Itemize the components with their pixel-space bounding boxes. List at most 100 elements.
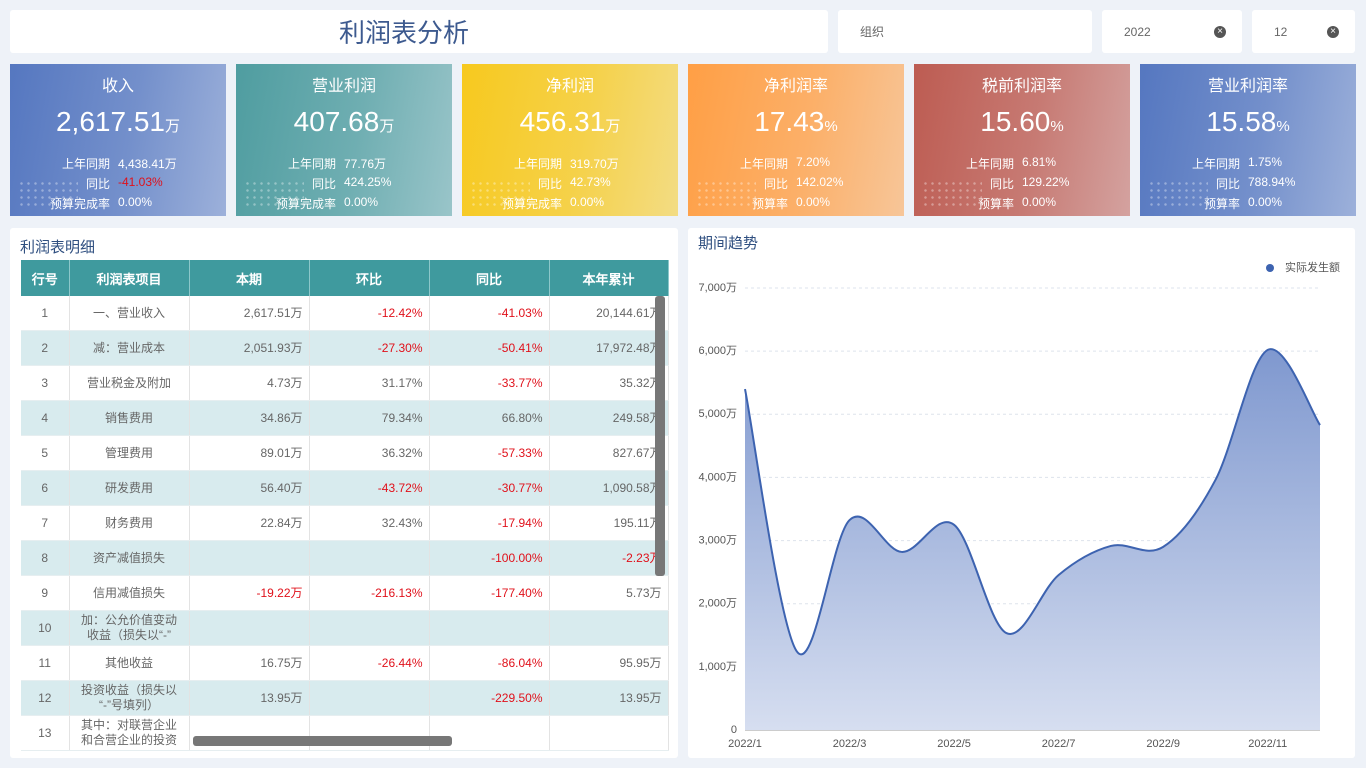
table-row: 4 销售费用 34.86万 79.34% 66.80% 249.58万 [21, 400, 669, 436]
kpi-value: 407.68万 [236, 106, 452, 138]
kpi-label: 上年同期 [739, 157, 788, 171]
table-cell: 投资收益（损失以“-”号填列） [69, 680, 190, 716]
table-cell: 56.40万 [189, 470, 310, 506]
kpi-row: 上年同期 4,438.41万 [10, 155, 226, 175]
kpi-title: 营业利润 [311, 78, 376, 95]
kpi-row-value: 0.00% [796, 195, 831, 209]
table-cell: -177.40% [429, 575, 550, 611]
kpi-row-value: 0.00% [118, 195, 153, 209]
kpi-row: 上年同期 6.81% [914, 155, 1130, 175]
kpi-value: 2,617.51万 [10, 106, 226, 138]
decoration [922, 180, 982, 210]
legend-label: 实际发生额 [1285, 260, 1340, 274]
kpi-row: 上年同期 319.70万 [462, 155, 678, 175]
kpi-value: 15.58% [1140, 106, 1356, 138]
table-row: 2 减：营业成本 2,051.93万 -27.30% -50.41% 17,972.48万 [21, 330, 669, 366]
kpi-row-value: 0.00% [1248, 195, 1283, 209]
kpi-row-value: 129.22% [1022, 175, 1070, 189]
table-cell: 4 [21, 400, 70, 436]
table-cell: 7 [21, 505, 70, 541]
table-cell: 减：营业成本 [69, 330, 190, 366]
table-cell [189, 610, 310, 646]
kpi-row: 同比 42.73% [462, 175, 678, 195]
kpi-number: 407.68 [293, 106, 380, 137]
kpi-value: 15.60% [914, 106, 1130, 138]
kpi-row-value: 424.25% [344, 175, 392, 189]
kpi-row: 预算完成率 0.00% [462, 195, 678, 215]
table-cell: -41.03% [429, 296, 550, 331]
kpi-number: 17.43 [754, 106, 825, 137]
x-tick-label: 2022/11 [1248, 738, 1287, 750]
column-header: 本期 [189, 260, 310, 296]
kpi-number: 456.31 [519, 106, 606, 137]
y-tick-label: 1,000万 [698, 661, 737, 673]
kpi-unit: 万 [605, 118, 621, 135]
area-fill [745, 349, 1320, 730]
kpi-row-value: 142.02% [796, 175, 844, 189]
kpi-row-value: 319.70万 [570, 157, 619, 171]
table-cell: -30.77% [429, 470, 550, 506]
year-filter[interactable]: 2022 × [1102, 10, 1242, 53]
table-cell: 36.32% [309, 435, 430, 471]
clear-button[interactable]: × [1327, 26, 1339, 38]
table-cell: 9 [21, 575, 70, 611]
y-tick-label: 6,000万 [698, 345, 737, 357]
table-cell: 20,144.61万 [549, 296, 669, 331]
kpi-row-value: 788.94% [1248, 175, 1296, 189]
kpi-label: 同比 [763, 177, 788, 191]
table-cell: 财务费用 [69, 505, 190, 541]
kpi-row: 预算率 0.00% [1140, 195, 1356, 215]
kpi-label: 同比 [537, 177, 562, 191]
kpi-row-value: 77.76万 [344, 157, 387, 171]
horizontal-scrollbar[interactable] [193, 736, 452, 746]
table-cell: -17.94% [429, 505, 550, 541]
kpi-row: 同比 129.22% [914, 175, 1130, 195]
filter-text: 12 [1274, 24, 1288, 39]
kpi-value: 17.43% [688, 106, 904, 138]
column-header: 行号 [21, 260, 70, 296]
column-header: 环比 [309, 260, 430, 296]
table-body: 1 一、营业收入 2,617.51万 -12.42% -41.03% 20,144.61万… [21, 296, 669, 751]
table-cell: 3 [21, 365, 70, 401]
table-cell: 加：公允价值变动收益（损失以“-” [69, 610, 190, 646]
kpi-card: 税前利润率 15.60% 上年同期 6.81% 同比 129.22% 预算率 0.00% [914, 64, 1130, 216]
table-cell: 8 [21, 540, 70, 576]
table-cell: 6 [21, 470, 70, 506]
x-tick-label: 2022/7 [1042, 738, 1076, 750]
kpi-unit: % [824, 118, 838, 135]
table-cell [429, 610, 550, 646]
kpi-row: 上年同期 1.75% [1140, 155, 1356, 175]
y-tick-label: 0 [731, 724, 737, 736]
chart-title: 期间趋势 [698, 235, 758, 252]
table-cell: 1,090.58万 [549, 470, 669, 506]
y-tick-label: 5,000万 [698, 408, 737, 420]
table-cell: 1 [21, 296, 70, 331]
org-filter[interactable]: 组织 [838, 10, 1092, 53]
table-cell: 2,051.93万 [189, 330, 310, 366]
line [744, 348, 1321, 656]
column-header: 利润表项目 [69, 260, 190, 296]
month-filter[interactable]: 12 × [1252, 10, 1355, 53]
table-row: 7 财务费用 22.84万 32.43% -17.94% 195.11万 [21, 505, 669, 541]
decoration [18, 180, 78, 210]
kpi-row-value: 1.75% [1248, 155, 1283, 169]
table-cell: 研发费用 [69, 470, 190, 506]
table-cell [309, 680, 430, 716]
kpi-card: 营业利润 407.68万 上年同期 77.76万 同比 424.25% 预算完成率 0.00% [236, 64, 452, 216]
vertical-scrollbar[interactable] [655, 296, 665, 576]
table-cell: 13.95万 [549, 680, 669, 716]
kpi-label: 上年同期 [287, 157, 336, 171]
table-row: 11 其他收益 16.75万 -26.44% -86.04% 95.95万 [21, 645, 669, 681]
kpi-card: 收入 2,617.51万 上年同期 4,438.41万 同比 -41.03% 预算完成率 0.… [10, 64, 226, 216]
kpi-label: 预算完成率 [501, 197, 562, 211]
table-cell: 4.73万 [189, 365, 310, 401]
table-cell: 10 [21, 610, 70, 646]
decoration [244, 180, 304, 210]
kpi-title: 税前利润率 [981, 78, 1062, 95]
clear-button[interactable]: × [1214, 26, 1226, 38]
table-cell: 827.67万 [549, 435, 669, 471]
filter-text: 组织 [860, 25, 885, 39]
table-cell: 12 [21, 680, 70, 716]
kpi-label: 预算完成率 [275, 197, 336, 211]
